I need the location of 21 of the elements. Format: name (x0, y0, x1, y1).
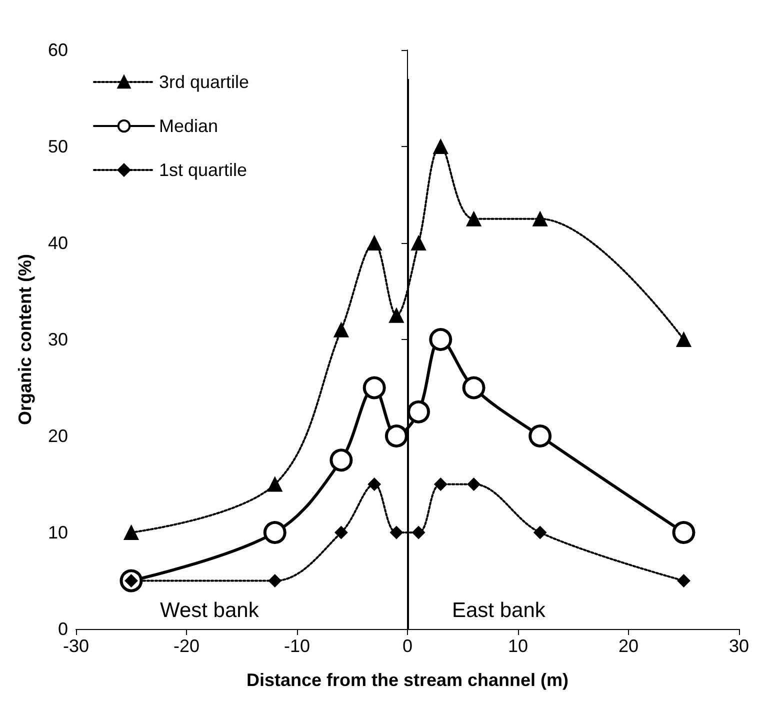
x-tick-label: 0 (402, 636, 412, 656)
x-tick-label: -20 (173, 636, 200, 656)
y-tick-label: 40 (48, 233, 68, 253)
legend-label: 3rd quartile (159, 72, 250, 92)
y-axis-title: Organic content (%) (15, 254, 35, 426)
annotation: East bank (452, 599, 546, 622)
y-tick-label: 0 (58, 619, 68, 639)
legend-label: 1st quartile (159, 160, 248, 180)
y-tick-label: 10 (48, 522, 68, 542)
legend-label: Median (159, 116, 218, 136)
y-tick-label: 20 (48, 426, 68, 446)
x-tick-label: -30 (62, 636, 90, 656)
annotation: West bank (160, 599, 260, 622)
x-tick-label: 20 (618, 636, 639, 656)
y-tick-label: 60 (48, 40, 68, 60)
y-tick-label: 30 (48, 330, 68, 350)
x-axis-title: Distance from the stream channel (m) (246, 670, 569, 690)
y-tick-label: 50 (48, 136, 68, 156)
x-tick-label: 30 (728, 636, 750, 656)
x-tick-label: 10 (508, 636, 528, 656)
x-tick-label: -10 (284, 636, 310, 656)
